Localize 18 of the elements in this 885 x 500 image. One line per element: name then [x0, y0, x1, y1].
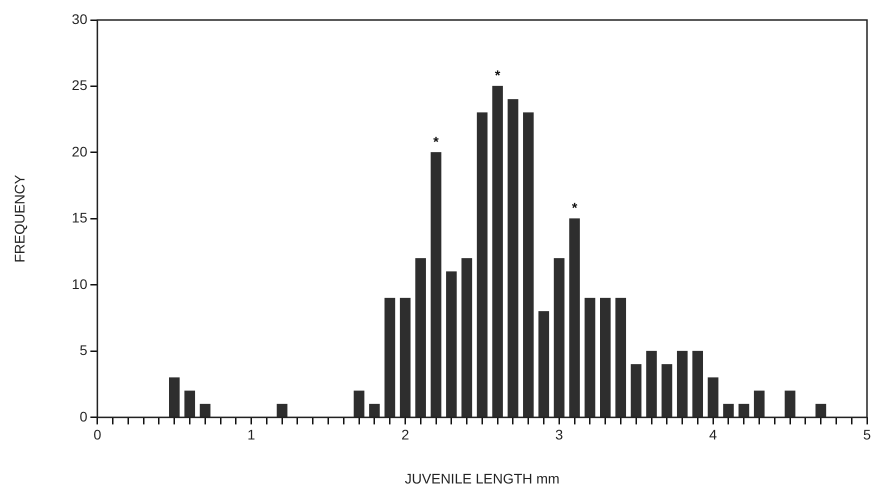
x-tick-label: 0	[93, 426, 102, 443]
y-tick-label: 5	[80, 342, 88, 358]
x-tick-label: 2	[401, 426, 410, 443]
y-tick-label: 15	[72, 210, 88, 226]
x-tick-label: 1	[247, 426, 256, 443]
x-tick-label: 5	[863, 426, 872, 443]
annotation: *	[433, 133, 440, 150]
y-axis-title: FREQUENCY	[11, 174, 28, 263]
x-tick-label: 3	[555, 426, 564, 443]
annotation: *	[494, 67, 501, 84]
y-tick-label: 20	[72, 143, 88, 160]
y-tick-label: 30	[72, 10, 88, 27]
annotation: *	[572, 200, 578, 216]
y-tick-label: 25	[72, 77, 88, 94]
y-tick-label: 10	[72, 276, 88, 292]
x-tick-label: 4	[709, 426, 718, 443]
y-tick-label: 0	[80, 408, 88, 424]
x-axis-title: JUVENILE LENGTH mm	[404, 470, 560, 486]
